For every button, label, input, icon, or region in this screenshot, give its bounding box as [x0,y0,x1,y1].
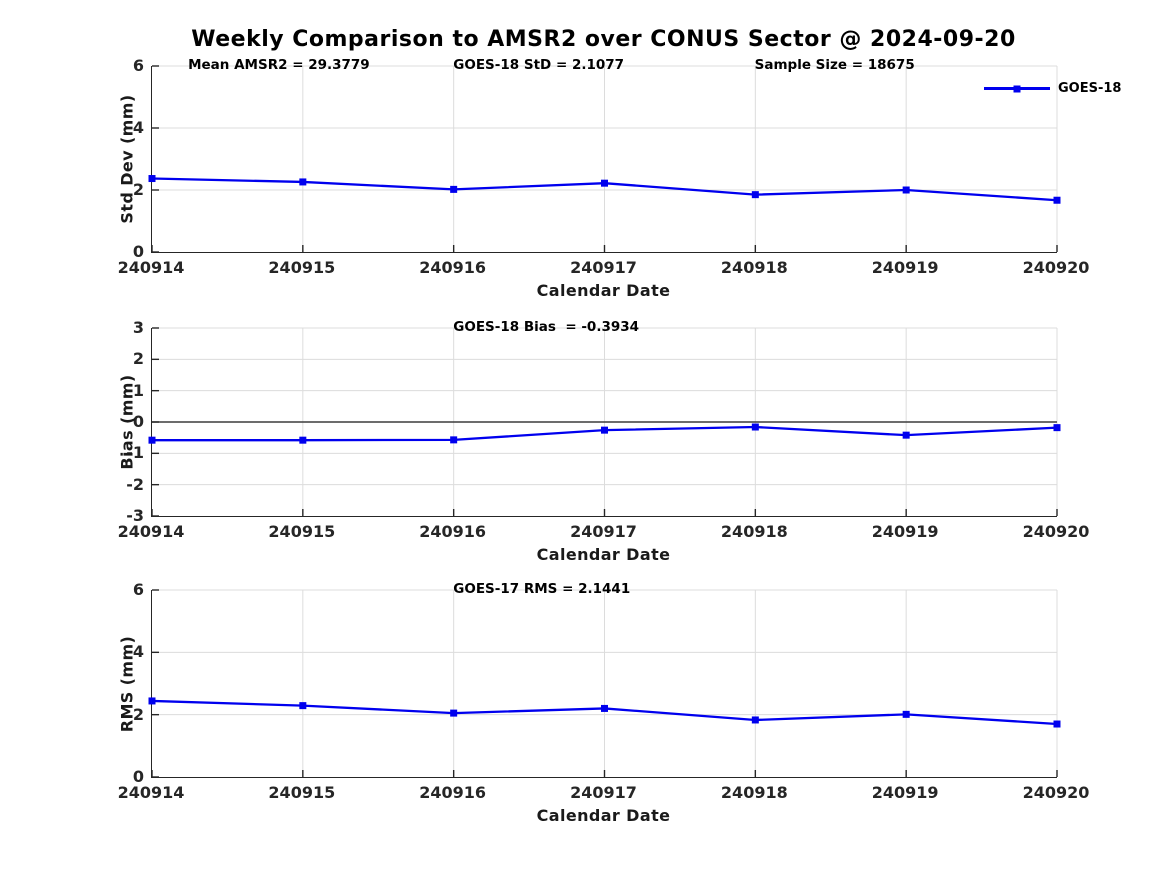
y-tick-label: 3 [132,318,144,337]
x-tick-label: 240918 [720,522,788,541]
subplot-2-plot-area [148,327,1061,517]
x-tick-label: 240915 [268,783,336,802]
figure-title: Weekly Comparison to AMSR2 over CONUS Se… [191,27,1016,52]
y-tick-label: 2 [132,704,144,724]
y-axis-label: Bias (mm) [117,374,137,470]
x-tick-label: 240920 [1022,258,1090,277]
x-tick-label: 240914 [117,522,185,541]
x-axis-label: Calendar Date [536,281,671,300]
x-tick-label: 240920 [1022,783,1090,802]
x-tick-label: 240920 [1022,522,1090,541]
x-tick-label: 240917 [570,783,637,802]
x-tick-label: 240917 [570,258,637,277]
x-tick-label: 240918 [720,783,788,802]
y-tick-label: 4 [132,642,144,662]
data-marker [751,191,759,199]
y-axis-label: RMS (mm) [117,635,137,732]
x-tick-label: 240915 [268,522,336,541]
data-marker [450,709,458,717]
x-tick-label: 240918 [720,258,788,277]
data-marker [450,436,458,444]
x-tick-label: 240919 [871,258,939,277]
subplot-1-plot-area [148,65,1061,253]
y-tick-label: -1 [126,443,144,463]
y-tick-label: 6 [132,56,144,75]
x-tick-label: 240919 [871,522,939,541]
data-marker [148,436,156,444]
data-marker [601,179,608,187]
legend-square-marker-icon [1013,85,1021,92]
y-tick-label: 4 [132,118,144,137]
data-marker [299,178,307,186]
x-axis-label: Calendar Date [536,806,671,825]
y-tick-label: 1 [132,380,144,400]
data-marker [902,186,910,194]
annotation-text: GOES-17 RMS = 2.1441 [453,581,631,597]
legend: GOES-18 [984,81,1121,96]
data-marker [148,175,156,183]
data-marker [1053,196,1061,204]
data-marker [1053,720,1061,728]
data-marker [299,436,307,444]
legend-line-sample [984,85,1050,92]
data-marker [902,431,910,439]
legend-label: GOES-18 [1058,81,1122,96]
data-marker [601,426,608,434]
data-marker [902,710,910,718]
annotation-text: GOES-18 Bias = -0.3934 [453,319,640,335]
y-tick-label: 6 [132,580,144,599]
y-tick-label: 0 [132,412,144,431]
annotation-text: GOES-18 StD = 2.1077 [453,57,625,73]
y-tick-label: 0 [132,242,144,261]
subplot-3-canvas [148,589,1061,778]
x-tick-label: 240916 [419,258,487,277]
x-tick-label: 240915 [268,258,336,277]
data-marker [148,697,156,705]
x-tick-label: 240916 [419,522,487,541]
x-tick-label: 240917 [570,522,637,541]
data-marker [751,716,759,724]
annotation-text: Mean AMSR2 = 29.3779 [188,57,370,73]
data-marker [299,702,307,710]
subplot-3-plot-area [148,589,1061,778]
y-tick-label: 2 [132,349,144,369]
x-axis-label: Calendar Date [536,545,671,564]
data-marker [751,423,759,431]
data-marker [601,704,608,712]
x-tick-label: 240916 [419,783,487,802]
y-tick-label: -2 [126,474,144,494]
y-tick-label: -3 [126,506,144,525]
subplot-2-canvas [148,327,1061,517]
x-tick-label: 240914 [117,783,185,802]
annotation-text: Sample Size = 18675 [754,57,915,73]
x-tick-label: 240914 [117,258,185,277]
subplot-1-canvas [148,65,1061,253]
data-marker [450,185,458,193]
y-tick-label: 2 [132,180,144,199]
data-marker [1053,424,1061,432]
y-tick-label: 0 [132,767,144,786]
y-axis-label: Std Dev (mm) [117,94,137,224]
x-tick-label: 240919 [871,783,939,802]
